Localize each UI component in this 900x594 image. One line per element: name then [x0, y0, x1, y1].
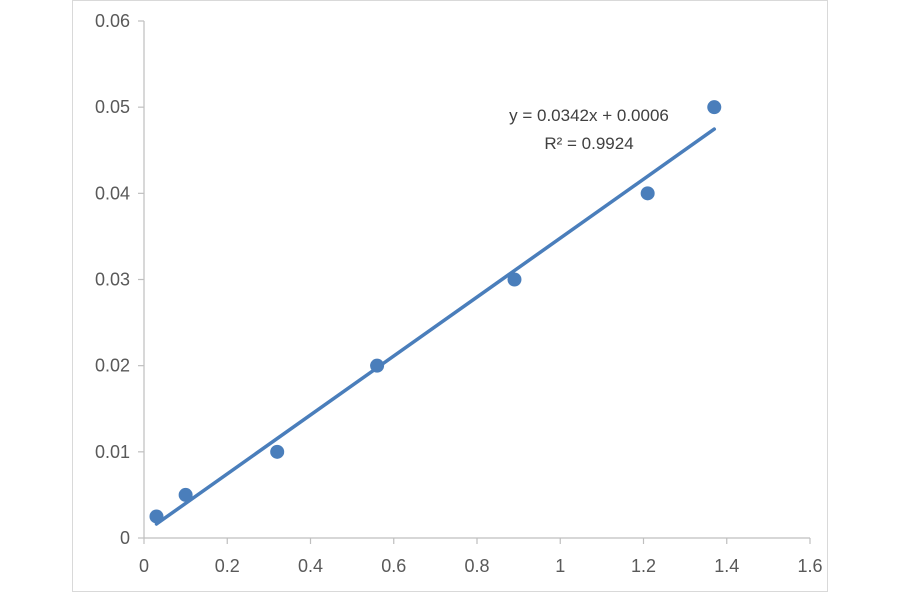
y-tick-label: 0.04 — [95, 183, 130, 203]
x-tick-label: 0.6 — [381, 556, 406, 576]
x-tick-label: 0.8 — [464, 556, 489, 576]
y-axis-ticks: 0 0.01 0.02 0.03 0.04 0.05 0.06 — [95, 11, 144, 548]
data-point — [178, 487, 193, 502]
y-tick-label: 0.01 — [95, 442, 130, 462]
data-points — [149, 100, 722, 524]
y-tick-label: 0 — [120, 528, 130, 548]
data-point — [149, 509, 164, 524]
data-point — [640, 186, 655, 201]
y-tick-label: 0.06 — [95, 11, 130, 31]
data-point — [270, 444, 285, 459]
trendline-group — [154, 127, 717, 526]
chart-frame: 0 0.01 0.02 0.03 0.04 0.05 0.06 0 0.2 0.4 0.6 0.8 1… — [72, 0, 828, 592]
x-tick-label: 0.4 — [298, 556, 323, 576]
data-point — [707, 100, 722, 115]
trendline-equation: y = 0.0342x + 0.0006 — [509, 106, 669, 125]
x-tick-label: 1.6 — [797, 556, 822, 576]
trendline-r-squared: R² = 0.9924 — [544, 134, 633, 153]
y-tick-label: 0.05 — [95, 97, 130, 117]
x-tick-label: 0.2 — [215, 556, 240, 576]
trendline — [154, 127, 717, 526]
y-tick-label: 0.03 — [95, 270, 130, 290]
x-tick-label: 1.2 — [631, 556, 656, 576]
scatter-chart: 0 0.01 0.02 0.03 0.04 0.05 0.06 0 0.2 0.4 0.6 0.8 1… — [95, 11, 823, 576]
data-point — [370, 358, 385, 373]
y-tick-label: 0.02 — [95, 356, 130, 376]
x-tick-label: 1 — [555, 556, 565, 576]
x-tick-label: 0 — [139, 556, 149, 576]
x-axis-ticks: 0 0.2 0.4 0.6 0.8 1 1.2 1.4 1.6 — [139, 538, 823, 576]
data-point — [507, 272, 522, 287]
x-tick-label: 1.4 — [714, 556, 739, 576]
